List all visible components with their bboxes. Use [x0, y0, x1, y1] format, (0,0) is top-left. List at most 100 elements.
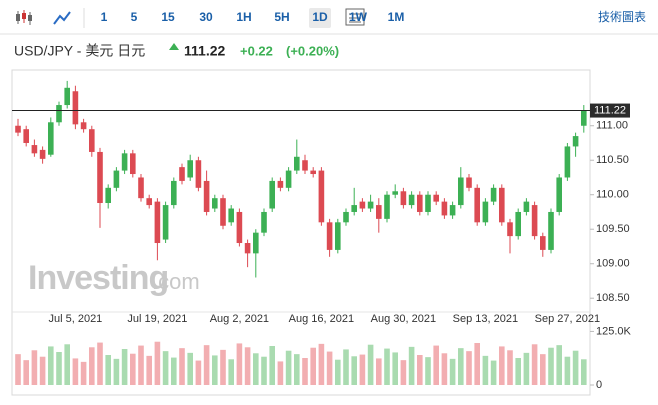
candle-body: [318, 170, 325, 223]
candle-body: [179, 167, 185, 181]
volume-bar: [31, 350, 38, 385]
volume-bar: [154, 341, 161, 385]
volume-bar: [499, 346, 505, 385]
plot-border: [11, 69, 591, 396]
volume-bar: [302, 358, 308, 385]
volume-bar: [376, 358, 382, 385]
interval-button[interactable]: 15: [161, 10, 175, 24]
settings-icon[interactable]: [345, 8, 365, 26]
candle-body: [130, 153, 136, 175]
candle-body: [343, 211, 349, 223]
volume-bar: [326, 351, 333, 385]
interval-button[interactable]: 1D: [312, 10, 328, 24]
candle-body: [39, 149, 46, 159]
y2-tick-label: 125.0K: [596, 325, 632, 337]
interval-button[interactable]: 1H: [236, 10, 251, 24]
volume-bar: [507, 350, 513, 385]
candle-body: [326, 222, 333, 250]
volume-bar: [23, 360, 29, 385]
volume-bar: [474, 343, 480, 385]
interval-button[interactable]: 30: [199, 10, 213, 24]
candle-body: [220, 198, 226, 226]
volume-bar: [212, 355, 218, 385]
candle-body: [425, 194, 431, 212]
volume-bar: [179, 348, 185, 385]
candle-body: [277, 180, 284, 188]
volume-bar: [113, 358, 120, 385]
candle-body: [490, 187, 497, 202]
x-tick-label: Sep 27, 2021: [535, 313, 600, 325]
candle-body: [466, 177, 472, 188]
candle-body: [556, 177, 562, 212]
volume-bar: [523, 352, 530, 385]
x-tick-label: Aug 30, 2021: [371, 313, 436, 325]
candle-icon[interactable]: [14, 10, 32, 26]
volume-bar: [269, 346, 275, 385]
candle-body: [113, 170, 120, 188]
candle-body: [138, 177, 144, 199]
volume-bar: [56, 352, 62, 385]
x-tick-label: Aug 16, 2021: [289, 313, 354, 325]
candle-body: [31, 145, 38, 154]
volume-bar: [64, 344, 70, 385]
volume-bar: [138, 345, 144, 385]
watermark-suffix: .com: [152, 269, 200, 294]
volume-bar: [80, 361, 87, 385]
interval-button[interactable]: 5H: [274, 10, 289, 24]
volume-bar: [285, 350, 292, 385]
volume-bar: [548, 347, 554, 385]
candle-body: [187, 160, 193, 178]
volume-bar: [449, 358, 456, 385]
candle-body: [89, 129, 95, 152]
volume-bar: [72, 358, 79, 385]
volume-bar: [515, 358, 521, 385]
interval-button[interactable]: 1M: [388, 10, 405, 24]
volume-bar: [441, 353, 448, 385]
candle-body: [212, 198, 218, 209]
technical-chart-link[interactable]: 技術圖表: [598, 10, 646, 24]
candle-body: [458, 177, 464, 206]
interval-button[interactable]: 5: [131, 10, 138, 24]
price-change: +0.22: [240, 43, 273, 58]
candle-body: [244, 243, 251, 254]
candle-body: [195, 160, 202, 188]
x-tick-label: Jul 5, 2021: [48, 313, 102, 325]
volume-bar: [187, 352, 193, 385]
candle-body: [162, 205, 169, 240]
candle-body: [564, 146, 571, 178]
volume-bar: [343, 349, 349, 385]
line-icon[interactable]: [53, 11, 71, 25]
candle-body: [72, 91, 79, 125]
x-tick-label: Sep 13, 2021: [453, 313, 518, 325]
candle-body: [515, 211, 521, 237]
volume-bar: [367, 344, 374, 385]
candle-body: [384, 194, 390, 219]
candle-body: [392, 191, 398, 195]
volume-bar: [253, 353, 259, 385]
candle-body: [15, 125, 21, 133]
candle-body: [482, 201, 489, 223]
candle-body: [335, 222, 341, 250]
x-tick-label: Jul 19, 2021: [127, 313, 187, 325]
volume-bar: [531, 344, 538, 385]
volume-bar: [130, 353, 136, 385]
volume-bar: [244, 347, 251, 385]
candle-body: [236, 211, 243, 244]
candle-body: [417, 194, 423, 212]
candle-body: [97, 151, 103, 204]
volume-bar: [97, 342, 103, 385]
volume-bar: [433, 345, 439, 385]
candle-body: [376, 205, 382, 219]
volume-bar: [294, 354, 300, 385]
candle-body: [253, 232, 259, 254]
y-tick-label: 108.50: [596, 292, 630, 304]
candle-body: [531, 205, 538, 237]
interval-button[interactable]: 1: [101, 10, 108, 24]
volume-bar: [392, 352, 398, 385]
volume-bar: [203, 345, 210, 385]
candle-body: [80, 122, 87, 130]
interval-button[interactable]: 1W: [349, 10, 368, 24]
volume-bar: [417, 355, 423, 385]
last-price: 111.22: [184, 43, 225, 59]
